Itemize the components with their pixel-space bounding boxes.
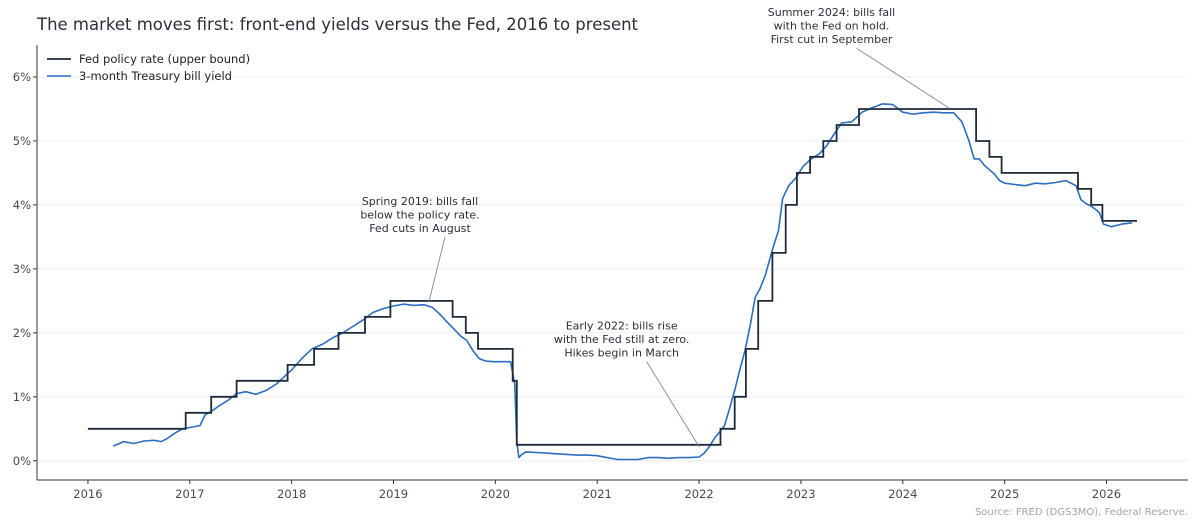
- grid-lines: [37, 76, 1188, 462]
- y-tick-label-1: 1%: [13, 390, 31, 404]
- legend: Fed policy rate (upper bound) 3-month Tre…: [47, 52, 250, 83]
- x-tick-label-6: 2022: [684, 487, 713, 501]
- chart-title: The market moves first: front-end yields…: [36, 15, 639, 34]
- y-axis-ticks: 0% 1% 2% 3% 4% 5% 6%: [13, 70, 37, 468]
- annotation-1-line-2: Hikes begin in March: [564, 347, 679, 360]
- annotation-1-leader: [646, 361, 700, 447]
- x-tick-label-7: 2023: [786, 487, 815, 501]
- y-tick-label-0: 0%: [13, 454, 31, 468]
- series-lines: [87, 103, 1138, 461]
- annotation-1-line-0: Early 2022: bills rise: [566, 320, 678, 333]
- annotation-0-leader: [428, 236, 446, 301]
- annotation-0-line-1: below the policy rate.: [360, 208, 479, 221]
- annotation-2-line-2: First cut in September: [771, 33, 893, 46]
- x-tick-label-5: 2021: [583, 487, 612, 501]
- annotation-0-line-2: Fed cuts in August: [369, 222, 471, 235]
- y-tick-label-5: 5%: [13, 134, 31, 148]
- legend-label-1: 3-month Treasury bill yield: [79, 69, 232, 83]
- x-tick-label-0: 2016: [73, 487, 102, 501]
- annotation-0-line-0: Spring 2019: bills fall: [362, 195, 478, 208]
- x-tick-label-4: 2020: [481, 487, 510, 501]
- x-tick-label-10: 2026: [1092, 487, 1121, 501]
- source-note: Source: FRED (DGS3MO), Federal Reserve.: [975, 507, 1188, 518]
- x-tick-label-2: 2018: [277, 487, 306, 501]
- annotation-2-line-0: Summer 2024: bills fall: [768, 6, 895, 19]
- y-tick-label-2: 2%: [13, 326, 31, 340]
- x-axis-ticks: 2016 2017 2018 2019 2020 2021 2022 2023 2024 2025…: [73, 480, 1121, 501]
- x-tick-label-1: 2017: [175, 487, 204, 501]
- annotation-2-line-1: with the Fed on hold.: [774, 20, 890, 33]
- axes: [36, 45, 1188, 481]
- series-tbill-line: [113, 103, 1133, 461]
- x-tick-label-3: 2019: [379, 487, 408, 501]
- series-fed-step: [87, 108, 1138, 446]
- annotation-1-line-1: with the Fed still at zero.: [554, 333, 689, 346]
- y-tick-label-3: 3%: [13, 262, 31, 276]
- annotation-2-leader: [856, 47, 949, 109]
- legend-label-0: Fed policy rate (upper bound): [79, 52, 250, 66]
- y-tick-label-6: 6%: [13, 70, 31, 84]
- y-tick-label-4: 4%: [13, 198, 31, 212]
- x-tick-label-9: 2025: [990, 487, 1019, 501]
- x-tick-label-8: 2024: [888, 487, 917, 501]
